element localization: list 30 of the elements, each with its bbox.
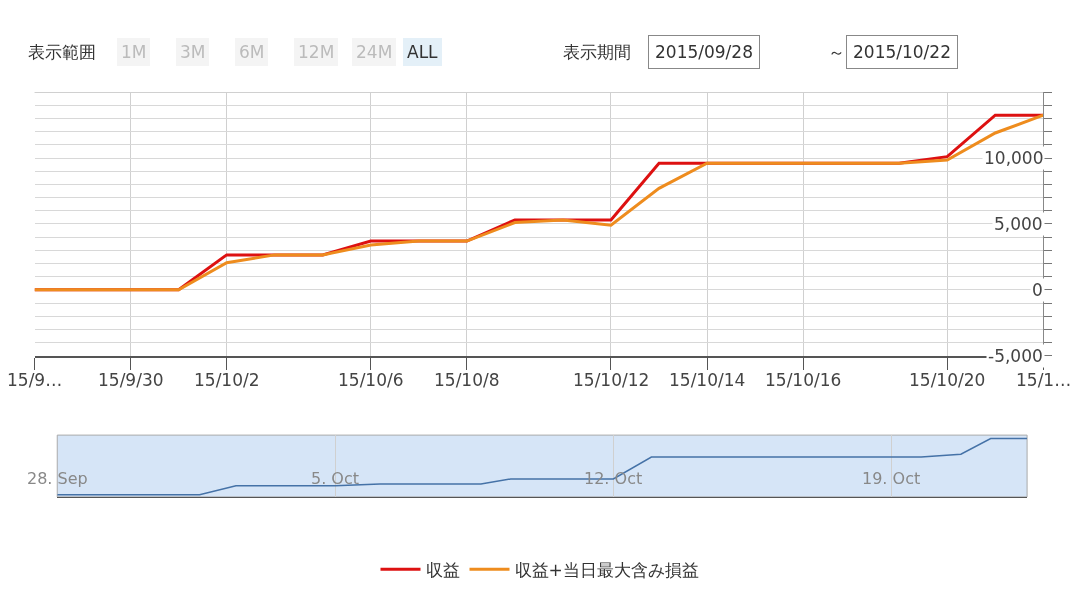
x-tick-label: 15/10/20 [909, 370, 986, 390]
x-tick-label: 5. Oct [311, 469, 360, 488]
legend-label: 収益 [425, 560, 460, 580]
legend-label: 収益+当日最大含み損益 [514, 560, 699, 580]
text: 表示範囲 [28, 42, 96, 62]
text: 3M [180, 42, 206, 62]
x-tick-label: 15/10/16 [765, 370, 842, 390]
y-tick-label: -5,000 [988, 346, 1043, 366]
text: 24M [356, 42, 393, 62]
x-tick-label: 15/10/12 [573, 370, 650, 390]
text: 1M [121, 42, 147, 62]
x-tick-label: 15/9/30 [98, 370, 164, 390]
x-tick-label: 19. Oct [862, 469, 921, 488]
text: 6M [239, 42, 265, 62]
x-tick-label: 15/9… [7, 370, 63, 390]
x-tick-label: 15/10/14 [669, 370, 746, 390]
text: 2015/10/22 [853, 42, 951, 62]
text: 2015/09/28 [655, 42, 753, 62]
y-tick-label: 0 [1032, 280, 1043, 300]
text: 表示期間 [563, 42, 631, 62]
x-tick-label: 15/1… [1016, 370, 1072, 390]
text: ～ [828, 42, 845, 62]
x-tick-label: 15/10/6 [338, 370, 404, 390]
x-tick-label: 28. Sep [27, 469, 88, 488]
text: 12M [298, 42, 335, 62]
x-tick-label: 15/10/2 [194, 370, 260, 390]
text: ALL [407, 42, 439, 62]
x-tick-label: 15/10/8 [434, 370, 500, 390]
y-tick-label: 10,000 [984, 148, 1044, 168]
y-tick-label: 5,000 [994, 214, 1043, 234]
